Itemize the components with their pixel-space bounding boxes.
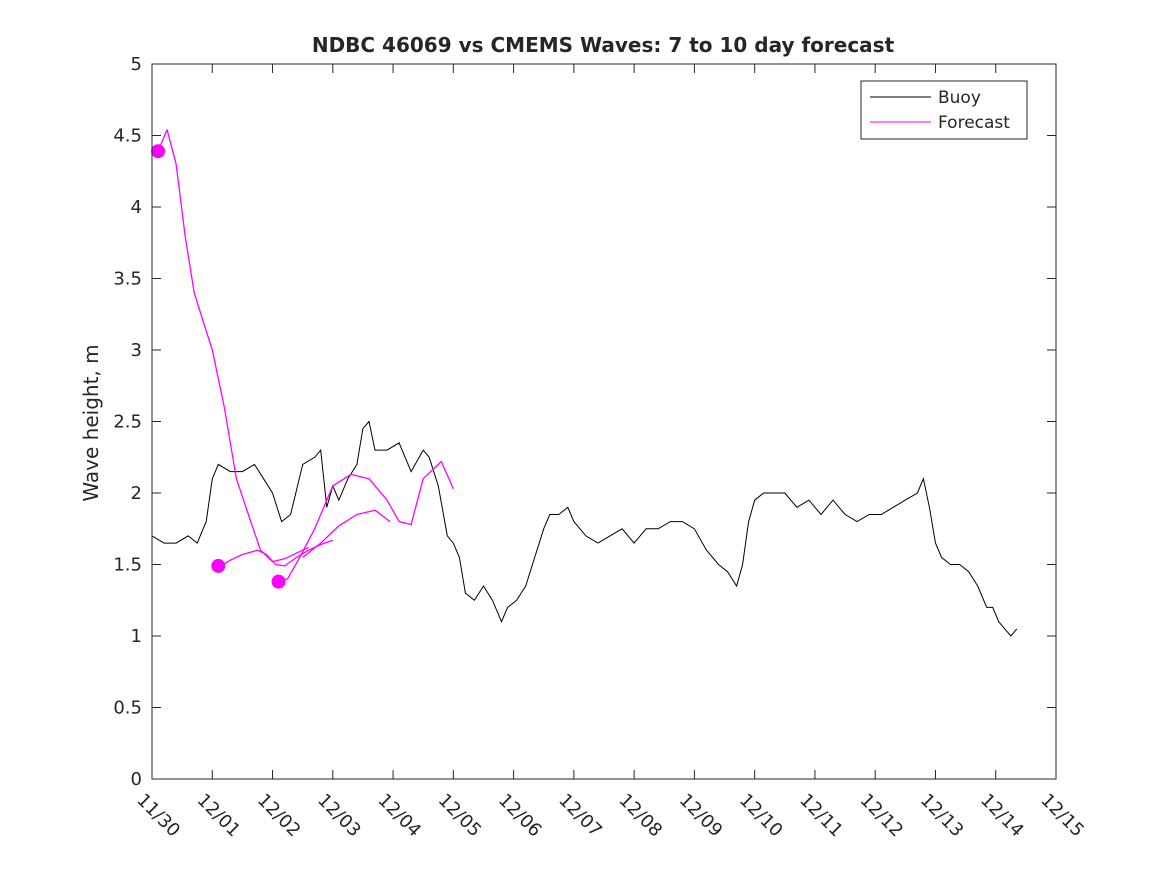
y-tick-label: 3	[131, 340, 142, 361]
forecast-start-marker	[151, 144, 166, 159]
y-tick-label: 4	[131, 197, 142, 218]
y-tick-labels: 0 0.5 1 1.5 2 2.5 3 3.5 4 4.5 5	[113, 54, 142, 790]
x-tick-label: 12/13	[916, 790, 968, 842]
x-tick-label: 12/12	[856, 790, 908, 842]
forecast-series-line	[217, 539, 334, 568]
legend-box	[860, 80, 1028, 140]
x-tick-label: 12/05	[434, 790, 486, 842]
x-tick-label: 12/02	[253, 790, 305, 842]
x-tick-label: 12/01	[193, 790, 245, 842]
x-tick-label: 12/11	[795, 790, 847, 842]
x-tick-label: 12/10	[735, 790, 787, 842]
legend: Buoy Forecast	[860, 80, 1028, 140]
x-tick-label: 12/04	[374, 790, 426, 842]
x-tick-label: 12/15	[1036, 790, 1088, 842]
legend-buoy-label: Buoy	[938, 88, 981, 108]
plot-area-frame	[151, 63, 1057, 780]
x-tick-labels: 11/30 12/01 12/02 12/03 12/04 12/05 12/06 12/07…	[132, 790, 1088, 842]
y-tick-label: 1	[131, 626, 142, 647]
series-layer	[151, 129, 1018, 637]
x-tick-label: 12/07	[554, 790, 606, 842]
forecast-start-marker	[211, 558, 226, 573]
buoy-series-line	[151, 420, 1018, 637]
x-tick-label: 12/09	[675, 790, 727, 842]
chart-title: NDBC 46069 vs CMEMS Waves: 7 to 10 day f…	[312, 33, 895, 57]
x-tick-label: 12/03	[313, 790, 365, 842]
y-axis-label: Wave height, m	[79, 344, 103, 501]
y-tick-label: 0	[131, 769, 142, 790]
x-tick-label: 12/08	[615, 790, 667, 842]
forecast-series-line	[157, 129, 309, 563]
forecast-series-line	[278, 460, 454, 583]
y-tick-label: 2.5	[113, 412, 142, 433]
forecast-start-marker	[271, 574, 286, 589]
y-tick-label: 4.5	[113, 126, 142, 147]
y-tick-label: 5	[131, 54, 142, 75]
y-tick-label: 3.5	[113, 269, 142, 290]
x-tick-label: 12/06	[494, 790, 546, 842]
x-tick-label: 12/14	[976, 790, 1028, 842]
y-tick-label: 2	[131, 483, 142, 504]
axis-ticks	[151, 63, 1057, 780]
forecast-series-line	[302, 509, 391, 558]
x-tick-label: 11/30	[132, 790, 184, 842]
y-tick-label: 0.5	[113, 698, 142, 719]
legend-forecast-label: Forecast	[938, 113, 1010, 133]
y-tick-label: 1.5	[113, 555, 142, 576]
